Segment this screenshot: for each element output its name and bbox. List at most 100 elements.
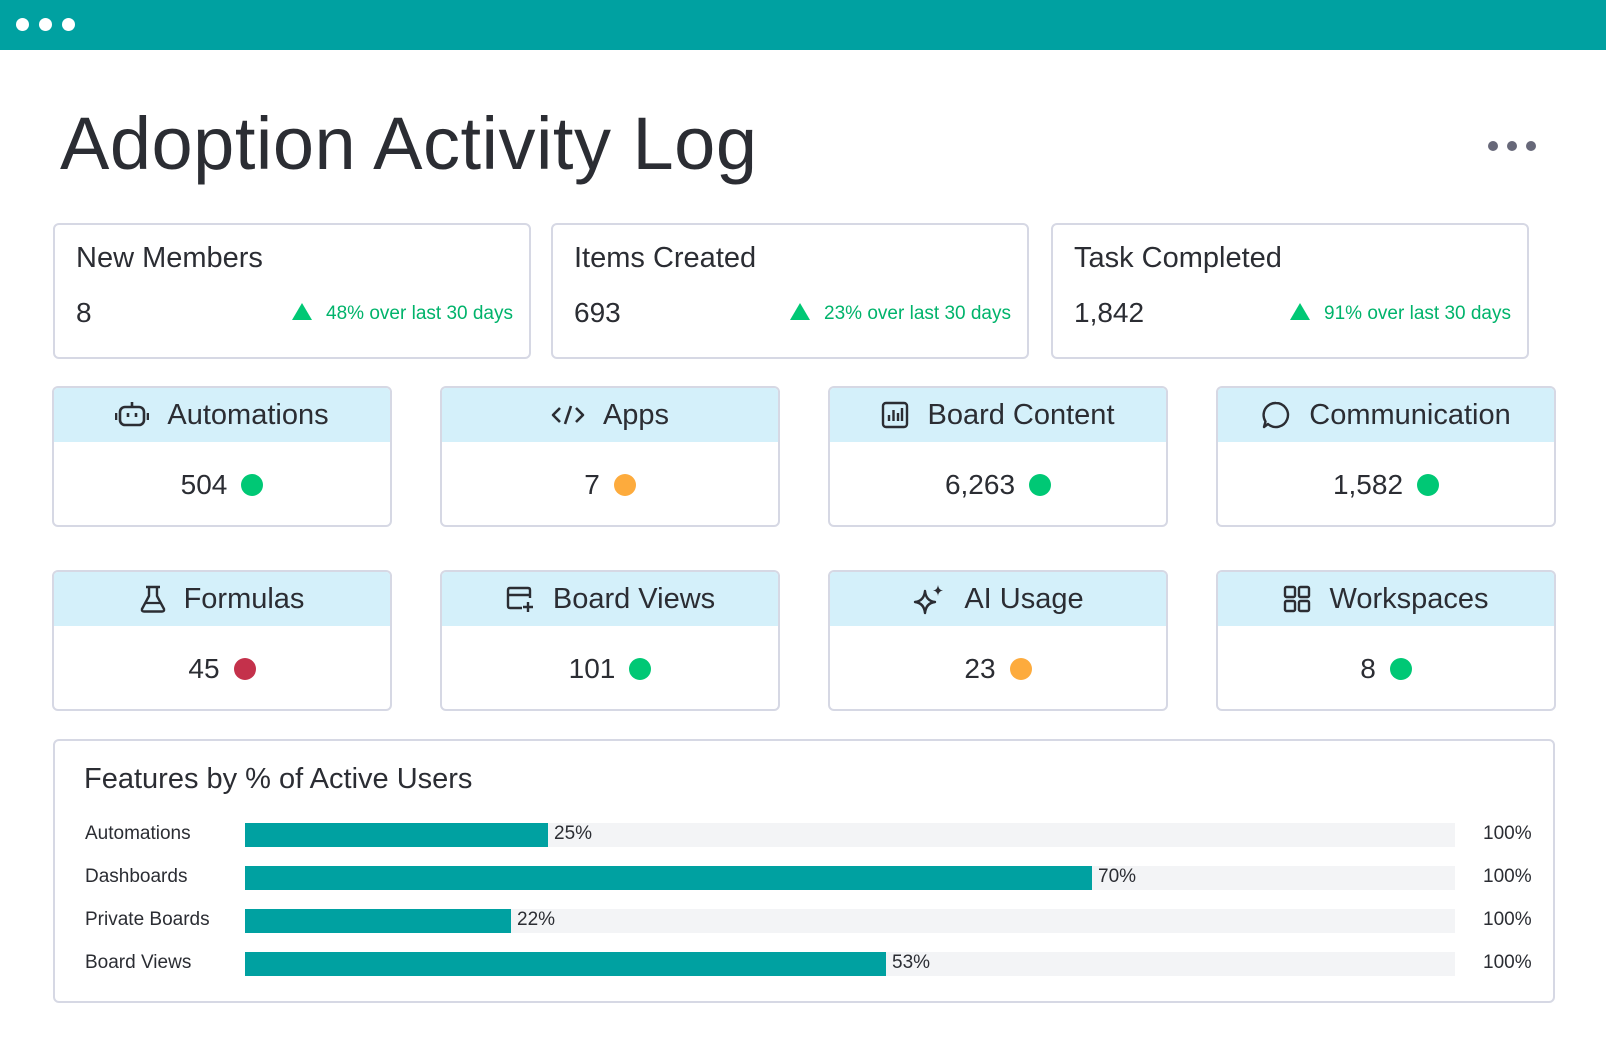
metric-value: 8 bbox=[1360, 652, 1376, 684]
chart-max-label: 100% bbox=[1483, 823, 1532, 844]
trend-text: 91% over last 30 days bbox=[1324, 303, 1511, 324]
status-dot-green bbox=[1417, 473, 1440, 496]
chart-bar[interactable] bbox=[245, 952, 886, 976]
grid-icon bbox=[1284, 585, 1311, 613]
more-dot-icon bbox=[1488, 141, 1498, 151]
metric-card-board-views[interactable]: Board Views 101 bbox=[440, 570, 780, 711]
chart-category-label: Board Views bbox=[85, 952, 192, 973]
metric-header: Apps bbox=[442, 388, 778, 442]
robot-icon bbox=[115, 402, 150, 427]
metric-card-automations[interactable]: Automations 504 bbox=[52, 386, 392, 527]
metric-card-communication[interactable]: Communication 1,582 bbox=[1216, 386, 1556, 527]
metric-value: 45 bbox=[188, 652, 220, 684]
chart-row: Dashboards 70% 100% bbox=[55, 863, 1555, 893]
more-options-button[interactable] bbox=[1488, 134, 1548, 164]
metric-card-formulas[interactable]: Formulas 45 bbox=[52, 570, 392, 711]
status-dot-green bbox=[1029, 473, 1052, 496]
metric-card-board-content[interactable]: Board Content 6,263 bbox=[828, 386, 1168, 527]
chat-bubble-icon bbox=[1262, 401, 1290, 429]
stat-card-new-members[interactable]: New Members 8 48% over last 30 days bbox=[53, 223, 531, 359]
chart-value-label: 25% bbox=[554, 823, 593, 844]
metric-body: 23 bbox=[830, 626, 1166, 709]
chart-bar[interactable] bbox=[245, 866, 1092, 890]
metric-body: 45 bbox=[54, 626, 390, 709]
metric-body: 8 bbox=[1218, 626, 1554, 709]
metric-header: AI Usage bbox=[830, 572, 1166, 626]
metric-value: 101 bbox=[568, 652, 616, 684]
chart-bar[interactable] bbox=[245, 823, 548, 847]
window-dot-icon[interactable] bbox=[16, 18, 29, 31]
chart-category-label: Automations bbox=[85, 823, 191, 844]
stat-trend: 91% over last 30 days bbox=[1290, 303, 1511, 325]
metric-body: 101 bbox=[442, 626, 778, 709]
metric-body: 1,582 bbox=[1218, 442, 1554, 525]
metric-value: 23 bbox=[964, 652, 996, 684]
metric-label: Board Content bbox=[927, 398, 1115, 431]
sparkle-icon bbox=[914, 585, 944, 615]
stat-card-task-completed[interactable]: Task Completed 1,842 91% over last 30 da… bbox=[1051, 223, 1529, 359]
metric-header: Board Content bbox=[830, 388, 1166, 442]
trend-up-icon bbox=[790, 303, 811, 320]
trend-text: 23% over last 30 days bbox=[824, 303, 1011, 324]
chart-row: Private Boards 22% 100% bbox=[55, 906, 1555, 936]
chart-bar[interactable] bbox=[245, 909, 511, 933]
metric-value: 504 bbox=[180, 468, 228, 500]
chart-value-label: 22% bbox=[517, 909, 556, 930]
status-dot-orange bbox=[613, 473, 636, 496]
metric-header: Automations bbox=[54, 388, 390, 442]
metric-header: Formulas bbox=[54, 572, 390, 626]
stat-card-items-created[interactable]: Items Created 693 23% over last 30 days bbox=[551, 223, 1029, 359]
stat-trend: 48% over last 30 days bbox=[292, 303, 513, 325]
metric-label: Apps bbox=[602, 398, 670, 431]
metric-label: Board Views bbox=[552, 582, 716, 615]
trend-up-icon bbox=[292, 303, 313, 320]
stat-label: Task Completed bbox=[1074, 242, 1282, 274]
board-add-icon bbox=[506, 586, 533, 612]
chart-category-label: Dashboards bbox=[85, 866, 188, 887]
metric-header: Board Views bbox=[442, 572, 778, 626]
chart-value-label: 70% bbox=[1098, 866, 1137, 887]
metric-label: Formulas bbox=[183, 582, 305, 615]
bar-chart-icon bbox=[882, 401, 909, 429]
stat-label: Items Created bbox=[574, 242, 757, 274]
metric-card-workspaces[interactable]: Workspaces 8 bbox=[1216, 570, 1556, 711]
page-title: Adoption Activity Log bbox=[60, 102, 758, 185]
metric-label: Communication bbox=[1309, 398, 1511, 431]
chart-max-label: 100% bbox=[1483, 952, 1532, 973]
trend-up-icon bbox=[1290, 303, 1311, 320]
metric-card-apps[interactable]: Apps 7 bbox=[440, 386, 780, 527]
chart-max-label: 100% bbox=[1483, 866, 1532, 887]
status-dot-orange bbox=[1009, 657, 1032, 680]
metric-label: Automations bbox=[167, 398, 329, 431]
stat-label: New Members bbox=[76, 242, 263, 274]
metric-body: 504 bbox=[54, 442, 390, 525]
metric-label: AI Usage bbox=[964, 582, 1084, 615]
metric-value: 7 bbox=[584, 468, 600, 500]
status-dot-green bbox=[629, 657, 652, 680]
metric-body: 6,263 bbox=[830, 442, 1166, 525]
status-dot-green bbox=[1389, 657, 1412, 680]
more-dot-icon bbox=[1507, 141, 1517, 151]
chart-value-label: 53% bbox=[892, 952, 931, 973]
metric-card-ai-usage[interactable]: AI Usage 23 bbox=[828, 570, 1168, 711]
chart-max-label: 100% bbox=[1483, 909, 1532, 930]
metric-value: 1,582 bbox=[1332, 468, 1404, 500]
flask-icon bbox=[140, 585, 165, 613]
metric-header: Workspaces bbox=[1218, 572, 1554, 626]
chart-title: Features by % of Active Users bbox=[84, 763, 473, 795]
window-dot-icon[interactable] bbox=[39, 18, 52, 31]
stat-value: 8 bbox=[76, 297, 92, 328]
metric-body: 7 bbox=[442, 442, 778, 525]
trend-text: 48% over last 30 days bbox=[326, 303, 513, 324]
chart-row: Board Views 53% 100% bbox=[55, 949, 1555, 979]
metric-value: 6,263 bbox=[944, 468, 1016, 500]
metric-label: Workspaces bbox=[1329, 582, 1489, 615]
features-chart-card: Features by % of Active Users Automation… bbox=[53, 739, 1555, 1003]
window-titlebar bbox=[0, 0, 1606, 50]
window-dot-icon[interactable] bbox=[62, 18, 75, 31]
code-icon bbox=[551, 405, 585, 425]
stat-value: 693 bbox=[574, 297, 621, 328]
more-dot-icon bbox=[1526, 141, 1536, 151]
chart-category-label: Private Boards bbox=[85, 909, 210, 930]
chart-row: Automations 25% 100% bbox=[55, 820, 1555, 850]
